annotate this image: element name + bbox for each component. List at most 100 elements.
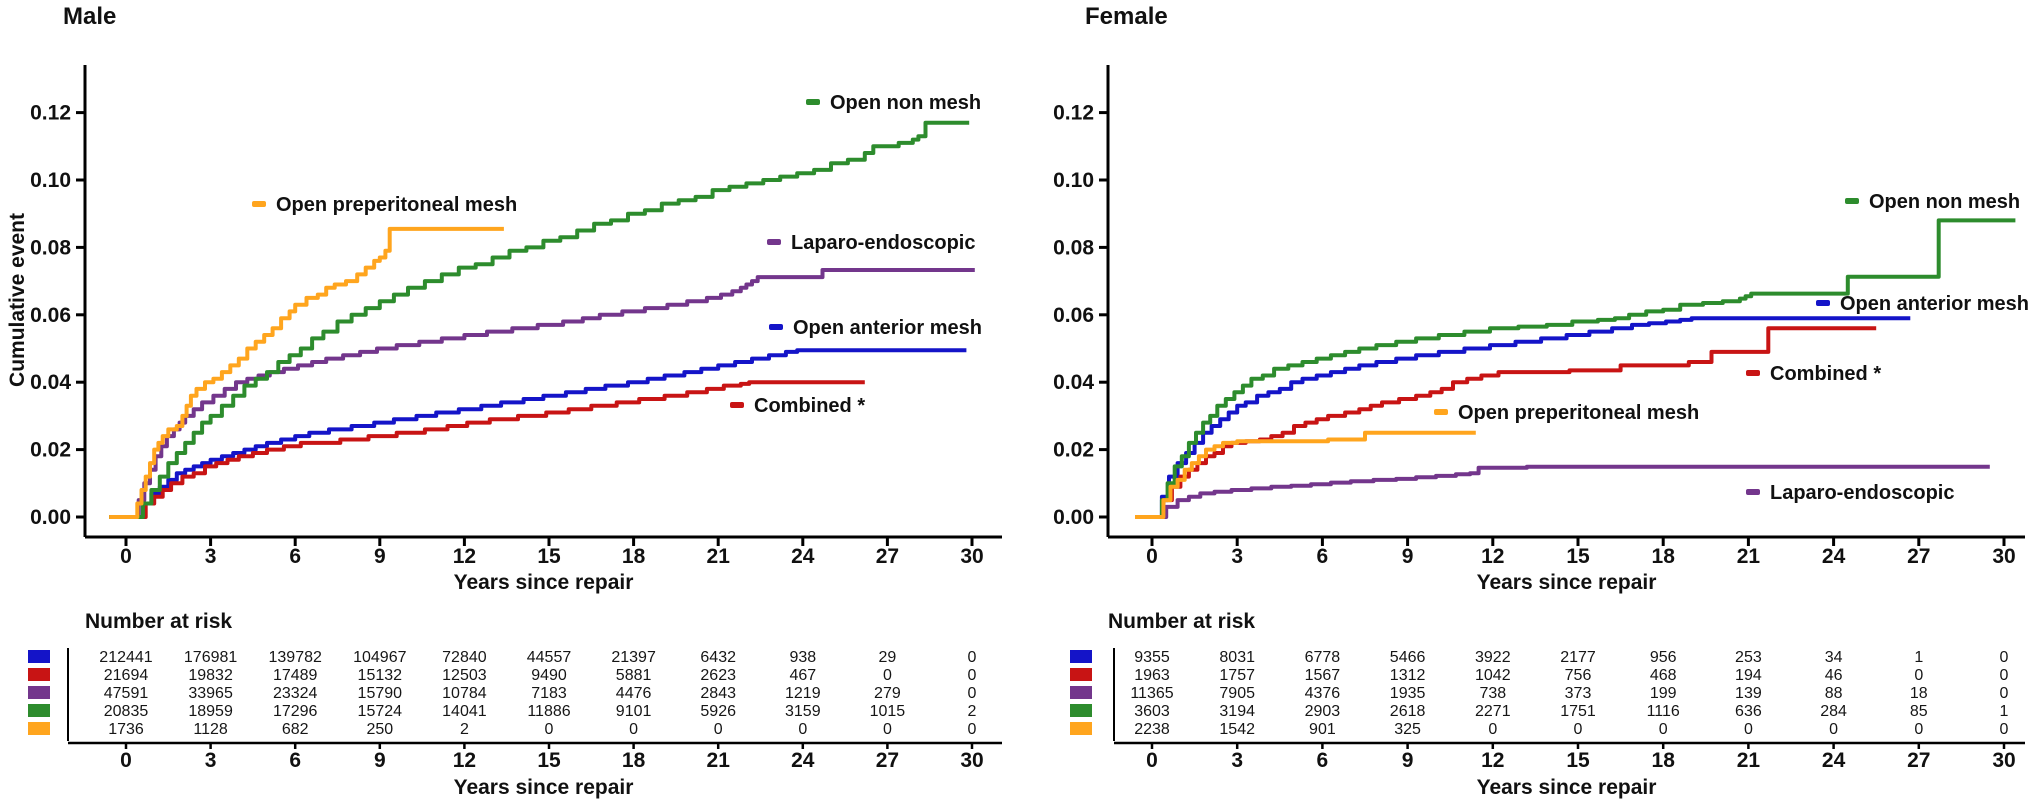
risk-tick-label: 24 [791,749,815,772]
risk-value: 11886 [527,703,570,720]
risk-value: 0 [1488,721,1497,738]
risk-value: 8031 [1219,649,1255,666]
risk-value: 47591 [104,685,149,702]
risk-value: 0 [968,685,977,702]
risk-tick-label: 30 [960,749,983,772]
x-tick-label: 9 [374,545,386,568]
risk-tick-label: 15 [1566,749,1590,772]
risk-value: 15724 [358,703,403,720]
risk-value: 72840 [442,649,487,666]
y-tick-label: 0.00 [30,506,71,529]
legend-dash-open-preperitoneal-mesh [252,201,266,207]
risk-tick-label: 15 [537,749,561,772]
risk-value: 5466 [1390,649,1426,666]
risk-value: 7905 [1219,685,1255,702]
risk-x-axis-label: Years since repair [1477,776,1657,799]
risk-value: 1219 [785,685,821,702]
risk-value: 0 [2000,685,2009,702]
legend-label-open-preperitoneal-mesh: Open preperitoneal mesh [276,194,517,216]
risk-value: 0 [545,721,554,738]
risk-value: 956 [1650,649,1677,666]
risk-row-swatch-combined [1070,668,1092,681]
risk-value: 0 [968,649,977,666]
risk-value: 6778 [1305,649,1341,666]
risk-value: 250 [366,721,393,738]
curve-open-preperitoneal-mesh [109,226,504,519]
risk-value: 0 [2000,649,2009,666]
legend-dash-open-non-mesh [806,99,820,105]
risk-value: 1567 [1305,667,1341,684]
risk-value: 2177 [1560,649,1596,666]
panel-title: Male [63,3,116,30]
x-tick-label: 27 [876,545,899,568]
panel-title: Female [1085,3,1168,30]
risk-tick-label: 0 [1146,749,1158,772]
y-tick-label: 0.12 [1053,102,1094,125]
risk-value: 0 [1829,721,1838,738]
risk-value: 0 [714,721,723,738]
risk-value: 88 [1825,685,1843,702]
risk-row-open-non-mesh: 3603 3194 2903 2618 2271 1751 1116 636 284 85 1 [1070,703,2009,720]
x-tick-label: 6 [289,545,301,568]
risk-value: 1 [2000,703,2009,720]
risk-tick-label: 21 [707,749,731,772]
legend-label-open-non-mesh: Open non mesh [830,92,981,114]
risk-value: 44557 [527,649,572,666]
x-tick-label: 24 [1822,545,1846,568]
curve-laparo-endoscopic [1135,464,1990,519]
risk-value: 21397 [611,649,656,666]
risk-row-swatch-open-non-mesh [1070,704,1092,717]
risk-value: 1736 [108,721,144,738]
legend-dash-open-preperitoneal-mesh [1434,409,1448,415]
risk-tick-label: 18 [1652,749,1676,772]
risk-value: 279 [874,685,901,702]
risk-value: 0 [629,721,638,738]
risk-value: 0 [1659,721,1668,738]
risk-value: 6432 [700,649,736,666]
risk-value: 938 [789,649,816,666]
panel-male: Male 0.00 0.02 0.04 0.06 0.08 0.10 0.12 0 3 6 9 12 15… [6,3,1002,799]
risk-value: 0 [2000,667,2009,684]
risk-value: 1542 [1219,721,1255,738]
risk-tick-label: 6 [289,749,301,772]
x-tick-label: 24 [791,545,815,568]
legend-dash-open-anterior-mesh [1816,300,1830,306]
legend-dash-open-non-mesh [1845,198,1859,204]
x-tick-label: 9 [1402,545,1414,568]
y-tick-label: 0.04 [1053,371,1094,394]
risk-value: 0 [883,667,892,684]
risk-value: 2238 [1134,721,1170,738]
risk-value: 0 [968,667,977,684]
risk-value: 682 [282,721,309,738]
curve-open-anterior-mesh [109,348,967,519]
risk-value: 7183 [531,685,567,702]
risk-value: 18959 [188,703,233,720]
risk-row-combined: 21694 19832 17489 15132 12503 9490 5881 2623 467… [28,667,977,684]
risk-row-swatch-open-preperitoneal-mesh [1070,722,1092,735]
risk-value: 33965 [188,685,233,702]
risk-value: 199 [1650,685,1677,702]
legend-dash-combined [1746,370,1760,376]
risk-value: 4376 [1305,685,1341,702]
risk-tick-label: 27 [1907,749,1930,772]
curve-laparo-endoscopic [109,268,975,519]
legend-label-open-non-mesh: Open non mesh [1869,191,2020,213]
legend-label-open-anterior-mesh: Open anterior mesh [793,317,982,339]
risk-value: 0 [968,721,977,738]
risk-row-swatch-open-anterior-mesh [1070,650,1092,663]
risk-value: 1042 [1475,667,1511,684]
x-axis-label: Years since repair [1477,571,1657,594]
risk-row-open-anterior-mesh: 9355 8031 6778 5466 3922 2177 956 253 34 1 0 [1070,649,2009,666]
risk-value: 0 [883,721,892,738]
x-tick-label: 0 [1146,545,1158,568]
risk-value: 2903 [1305,703,1341,720]
risk-value: 1015 [870,703,906,720]
risk-value: 23324 [273,685,318,702]
x-tick-label: 30 [960,545,983,568]
curve-combined [109,380,865,519]
risk-value: 5926 [700,703,736,720]
x-axis-label: Years since repair [454,571,634,594]
risk-value: 15132 [358,667,403,684]
x-tick-label: 3 [1231,545,1243,568]
risk-tick-label: 12 [1481,749,1504,772]
